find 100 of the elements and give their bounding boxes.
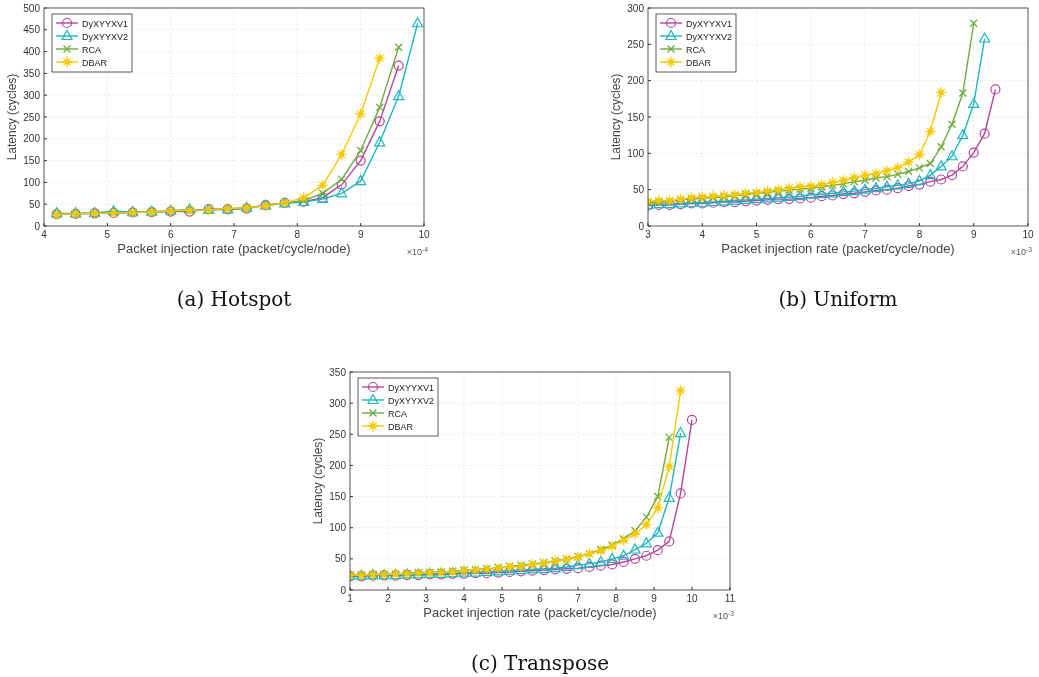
x-tick-label: 6 bbox=[537, 593, 544, 604]
x-tick-label: 10 bbox=[1022, 229, 1034, 240]
point bbox=[816, 187, 828, 199]
y-axis-title: Latency (cycles) bbox=[5, 73, 19, 161]
legend-label: DyXYYXV2 bbox=[388, 395, 435, 406]
x-tick-label: 2 bbox=[385, 593, 392, 604]
point bbox=[892, 179, 904, 190]
y-tick-label: 300 bbox=[23, 89, 41, 101]
point bbox=[394, 43, 403, 52]
point bbox=[902, 156, 915, 168]
point bbox=[924, 169, 936, 180]
legend-label: DBAR bbox=[686, 57, 712, 68]
point bbox=[674, 384, 687, 397]
point bbox=[629, 553, 641, 564]
point bbox=[903, 180, 914, 192]
y-tick-label: 150 bbox=[23, 155, 41, 167]
legend-label: DyXYYXV1 bbox=[82, 18, 129, 29]
point bbox=[837, 174, 850, 186]
y-tick-label: 50 bbox=[28, 198, 41, 210]
point bbox=[935, 86, 947, 99]
point bbox=[783, 190, 795, 202]
y-tick-label: 100 bbox=[329, 522, 347, 534]
point bbox=[902, 177, 915, 188]
point bbox=[915, 163, 924, 173]
point bbox=[893, 170, 902, 179]
x-tick-label: 11 bbox=[724, 593, 736, 604]
legend-label: DBAR bbox=[388, 421, 414, 432]
point bbox=[412, 17, 424, 28]
x-tick-label: 4 bbox=[41, 229, 48, 240]
x-tick-label: 4 bbox=[461, 593, 468, 604]
point bbox=[642, 512, 651, 522]
x-tick-label: 6 bbox=[167, 229, 174, 240]
point bbox=[354, 108, 367, 120]
point bbox=[663, 491, 675, 502]
point bbox=[816, 191, 827, 202]
point bbox=[595, 555, 607, 567]
y-tick-label: 0 bbox=[638, 220, 645, 232]
x-tick-label: 5 bbox=[753, 229, 760, 240]
point bbox=[859, 169, 871, 181]
x-tick-label: 4 bbox=[699, 229, 706, 240]
point bbox=[640, 537, 652, 548]
point bbox=[837, 185, 850, 196]
point bbox=[652, 545, 663, 556]
point bbox=[640, 518, 653, 531]
point bbox=[990, 84, 1001, 95]
y-tick-label: 100 bbox=[627, 147, 645, 159]
point bbox=[393, 89, 405, 101]
point bbox=[675, 426, 687, 438]
legend-label: RCA bbox=[82, 44, 102, 55]
y-tick-label: 350 bbox=[23, 67, 41, 79]
point bbox=[355, 155, 366, 166]
y-tick-label: 450 bbox=[23, 24, 41, 36]
point bbox=[838, 188, 849, 200]
point bbox=[913, 149, 926, 161]
x-tick-label: 3 bbox=[645, 229, 652, 240]
legend-label: DBAR bbox=[82, 57, 108, 68]
legend-label: DyXYYXV2 bbox=[686, 31, 733, 42]
point bbox=[881, 165, 893, 177]
point bbox=[629, 528, 641, 540]
point bbox=[848, 171, 861, 184]
legend-label: RCA bbox=[686, 44, 706, 55]
y-tick-label: 500 bbox=[23, 2, 41, 14]
x-tick-label: 10 bbox=[686, 593, 698, 604]
point bbox=[606, 552, 618, 563]
y-tick-label: 0 bbox=[340, 584, 347, 596]
y-tick-label: 150 bbox=[627, 111, 645, 123]
x-axis-title: Packet injection rate (packet/cycle/node) bbox=[117, 241, 351, 256]
text: ×10$^{-4}$ bbox=[406, 245, 429, 257]
x-axis-title: Packet injection rate (packet/cycle/node) bbox=[721, 241, 955, 256]
text: (c) Transpose bbox=[470, 651, 610, 675]
point bbox=[881, 180, 893, 191]
point bbox=[783, 182, 795, 194]
point bbox=[355, 174, 367, 186]
x-tick-label: 10 bbox=[418, 229, 430, 240]
point bbox=[356, 146, 365, 155]
y-tick-label: 300 bbox=[627, 2, 645, 14]
point bbox=[652, 502, 664, 514]
point bbox=[374, 116, 385, 127]
y-tick-label: 400 bbox=[23, 46, 41, 58]
x-tick-label: 7 bbox=[862, 229, 869, 240]
point bbox=[969, 19, 978, 28]
point bbox=[817, 182, 826, 191]
point bbox=[978, 32, 991, 43]
point bbox=[946, 170, 958, 181]
point bbox=[572, 563, 584, 574]
point bbox=[336, 179, 347, 190]
x-tick-label: 7 bbox=[575, 593, 582, 604]
point bbox=[335, 148, 348, 161]
point bbox=[784, 194, 795, 205]
point bbox=[882, 172, 892, 181]
point bbox=[665, 433, 674, 442]
point bbox=[664, 536, 675, 547]
y-tick-label: 200 bbox=[23, 133, 41, 145]
point bbox=[572, 558, 584, 570]
legend-label: RCA bbox=[388, 408, 408, 419]
point bbox=[947, 120, 957, 129]
text: ×10$^{-3}$ bbox=[1010, 245, 1033, 257]
point bbox=[336, 187, 348, 198]
y-axis-title: Latency (cycles) bbox=[311, 437, 325, 525]
text: (a) Hotspot bbox=[176, 287, 292, 311]
